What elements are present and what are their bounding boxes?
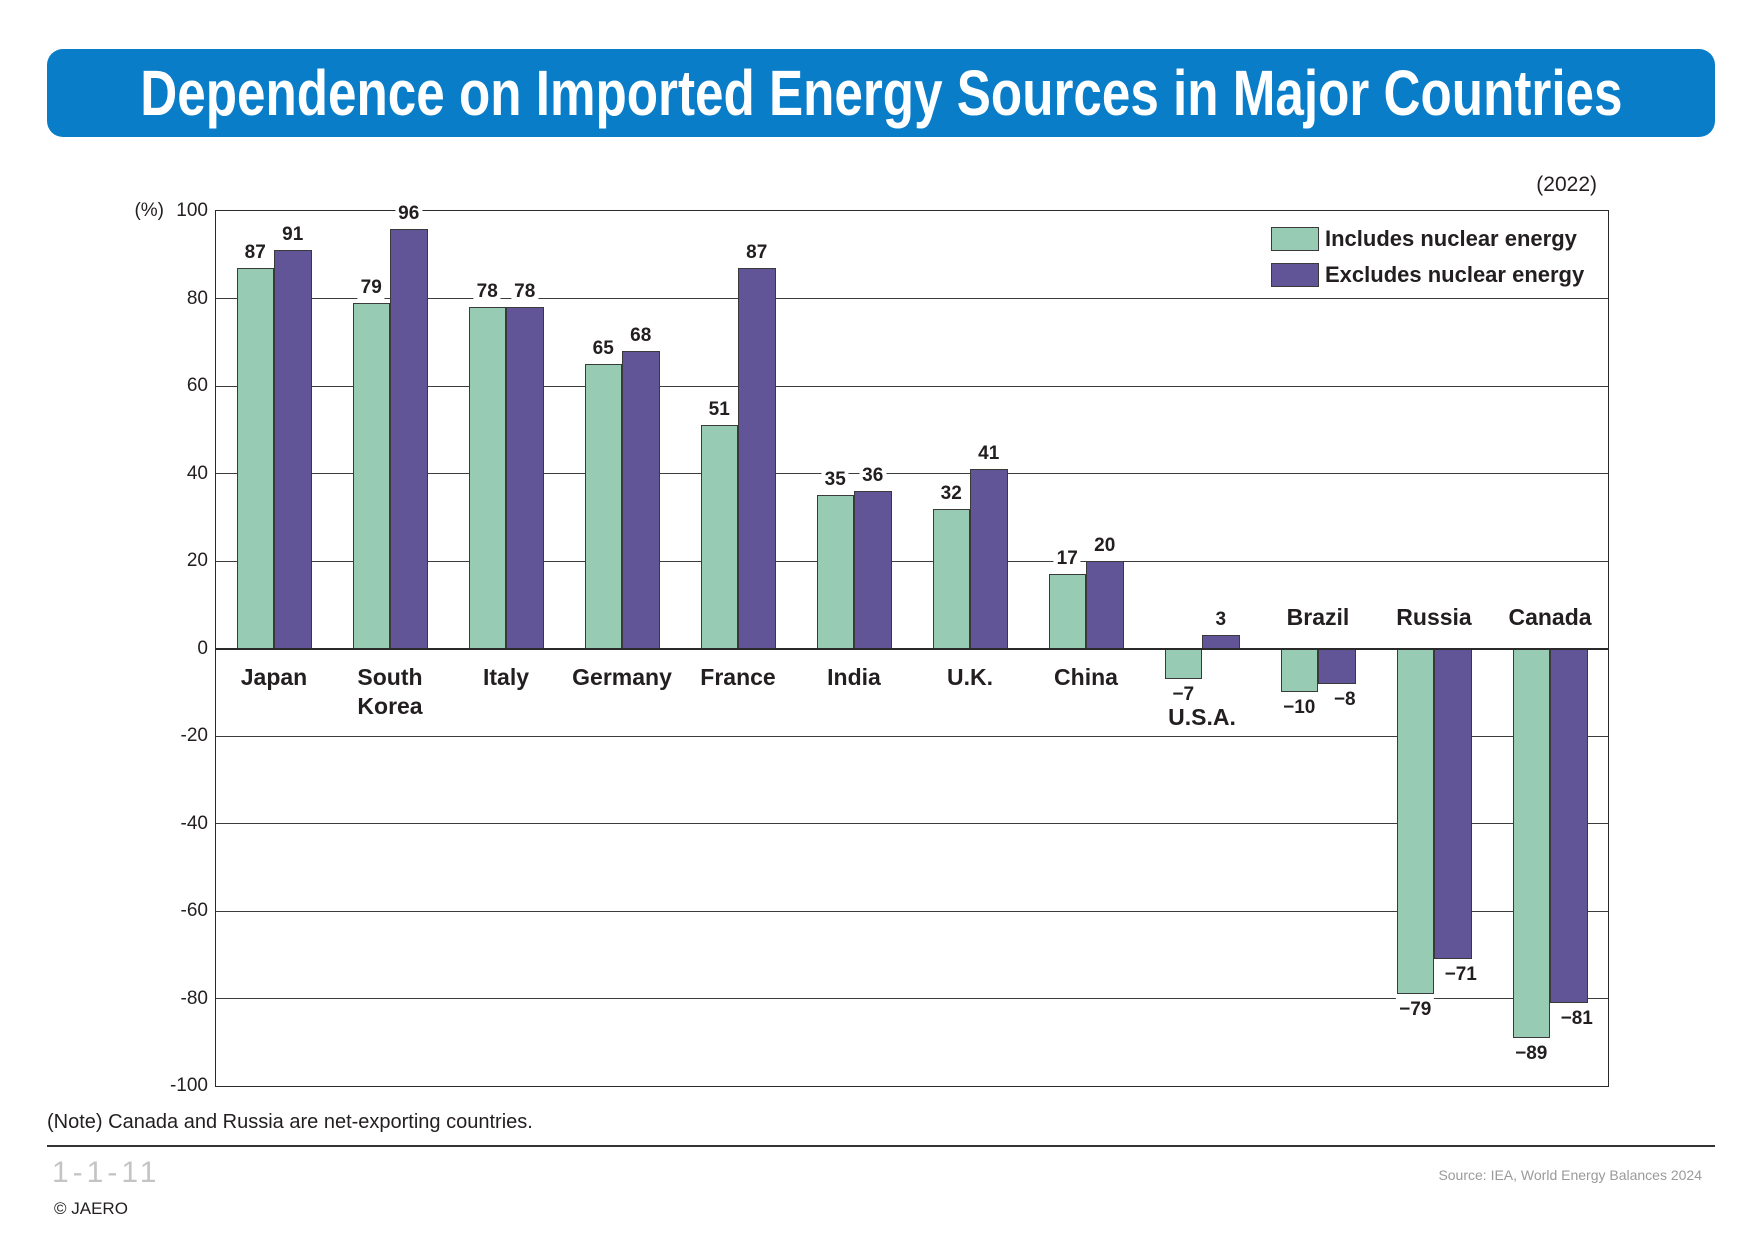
y-tick-label: 0 — [197, 637, 208, 659]
legend-item-excludes-nuclear: Excludes nuclear energy — [1271, 257, 1584, 293]
footnote: (Note) Canada and Russia are net-exporti… — [47, 1111, 533, 1133]
category-label-canada: Canada — [1508, 603, 1592, 630]
y-tick-label: -60 — [180, 900, 208, 921]
plot-frame — [215, 210, 1609, 1087]
category-label-south-korea: South Korea — [357, 664, 423, 719]
value-label-india-includes-nuclear-energy: 35 — [821, 467, 849, 494]
value-label-russia-includes-nuclear-energy: −79 — [1396, 997, 1435, 1024]
category-label-china: China — [1054, 664, 1118, 690]
bar-u-k-includes-nuclear-energy — [932, 508, 970, 649]
category-label-japan: Japan — [240, 664, 308, 690]
category-label-u-s-a: U.S.A. — [1168, 704, 1236, 731]
gridline — [216, 998, 1608, 999]
bar-brazil-excludes-nuclear-energy — [1318, 648, 1356, 684]
bar-u-s-a-includes-nuclear-energy — [1164, 648, 1202, 680]
category-label-italy: Italy — [482, 664, 530, 690]
bar-south-korea-includes-nuclear-energy — [352, 302, 390, 649]
value-label-germany-includes-nuclear-energy: 65 — [589, 336, 617, 363]
footer-divider — [47, 1145, 1715, 1147]
y-tick-label: -100 — [169, 1075, 208, 1096]
value-label-south-korea-includes-nuclear-energy: 79 — [357, 274, 385, 301]
value-label-italy-includes-nuclear-energy: 78 — [473, 279, 501, 306]
y-tick-label: 100 — [176, 200, 208, 221]
bar-italy-excludes-nuclear-energy — [506, 307, 544, 649]
bar-france-excludes-nuclear-energy — [738, 267, 776, 649]
value-label-germany-excludes-nuclear-energy: 68 — [627, 323, 655, 349]
bar-japan-excludes-nuclear-energy — [274, 250, 312, 649]
bar-japan-includes-nuclear-energy — [236, 267, 274, 649]
value-label-italy-excludes-nuclear-energy: 78 — [511, 279, 539, 306]
category-label-india: India — [827, 664, 881, 690]
value-label-japan-excludes-nuclear-energy: 91 — [279, 222, 307, 249]
y-tick-label: 20 — [186, 550, 208, 571]
bar-germany-includes-nuclear-energy — [584, 364, 622, 649]
gridline — [216, 473, 1608, 474]
gridline — [216, 910, 1608, 912]
bar-italy-includes-nuclear-energy — [468, 307, 506, 649]
y-axis-unit: (%) — [134, 200, 164, 221]
category-label-germany: Germany — [572, 664, 672, 690]
chart-title: Dependence on Imported Energy Sources in… — [139, 57, 1623, 129]
gridline — [216, 560, 1608, 562]
bar-china-excludes-nuclear-energy — [1086, 561, 1124, 649]
bar-south-korea-excludes-nuclear-energy — [390, 228, 428, 649]
gridline — [216, 385, 1608, 387]
value-label-canada-excludes-nuclear-energy: −81 — [1557, 1005, 1596, 1032]
legend: Includes nuclear energy Excludes nuclear… — [1271, 221, 1585, 293]
bar-india-excludes-nuclear-energy — [854, 491, 892, 649]
value-label-china-excludes-nuclear-energy: 20 — [1091, 533, 1119, 559]
value-label-u-s-a-includes-nuclear-energy: −7 — [1169, 682, 1198, 709]
value-label-u-s-a-excludes-nuclear-energy: 3 — [1212, 607, 1230, 634]
bar-canada-excludes-nuclear-energy — [1550, 648, 1588, 1003]
bar-france-includes-nuclear-energy — [700, 425, 738, 649]
y-tick-label: -20 — [180, 725, 208, 746]
legend-swatch-excludes-nuclear — [1271, 263, 1319, 287]
y-tick-label: -80 — [180, 987, 208, 1009]
gridline — [216, 298, 1608, 299]
bar-russia-excludes-nuclear-energy — [1434, 648, 1472, 960]
gridline — [216, 735, 1608, 737]
value-label-south-korea-excludes-nuclear-energy: 96 — [395, 200, 423, 227]
category-label-u-k: U.K. — [947, 664, 993, 690]
bar-brazil-includes-nuclear-energy — [1280, 648, 1318, 693]
bar-germany-excludes-nuclear-energy — [622, 351, 660, 649]
value-label-india-excludes-nuclear-energy: 36 — [859, 463, 887, 489]
copyright: © JAERO — [54, 1199, 128, 1218]
value-label-china-includes-nuclear-energy: 17 — [1053, 546, 1081, 573]
bar-u-k-excludes-nuclear-energy — [970, 469, 1008, 649]
year-label: (2022) — [1536, 173, 1597, 196]
legend-label-includes-nuclear: Includes nuclear energy — [1325, 226, 1577, 251]
value-label-japan-includes-nuclear-energy: 87 — [241, 239, 269, 266]
bar-china-includes-nuclear-energy — [1048, 574, 1086, 649]
figure-number: 1-1-11 — [52, 1156, 161, 1189]
y-tick-label: 60 — [186, 375, 208, 396]
legend-swatch-includes-nuclear — [1271, 227, 1319, 251]
category-label-russia: Russia — [1396, 603, 1472, 630]
source-credit: Source: IEA, World Energy Balances 2024 — [1438, 1167, 1702, 1183]
value-label-u-k-excludes-nuclear-energy: 41 — [975, 441, 1003, 468]
value-label-u-k-includes-nuclear-energy: 32 — [937, 480, 965, 507]
y-tick-label: 40 — [186, 462, 208, 484]
value-label-russia-excludes-nuclear-energy: −71 — [1441, 962, 1480, 989]
zero-line — [216, 647, 1608, 650]
category-label-brazil: Brazil — [1286, 603, 1350, 630]
bar-india-includes-nuclear-energy — [816, 495, 854, 649]
value-label-brazil-includes-nuclear-energy: −10 — [1280, 695, 1319, 722]
title-banner: Dependence on Imported Energy Sources in… — [47, 49, 1715, 137]
value-label-canada-includes-nuclear-energy: −89 — [1512, 1040, 1551, 1067]
legend-label-excludes-nuclear: Excludes nuclear energy — [1325, 262, 1585, 287]
value-label-brazil-excludes-nuclear-energy: −8 — [1330, 686, 1359, 713]
bar-russia-includes-nuclear-energy — [1396, 648, 1434, 995]
bar-canada-includes-nuclear-energy — [1512, 648, 1550, 1038]
value-label-france-includes-nuclear-energy: 51 — [705, 397, 733, 424]
gridline — [216, 823, 1608, 824]
legend-item-includes-nuclear: Includes nuclear energy — [1271, 221, 1584, 257]
category-label-france: France — [700, 664, 776, 690]
y-tick-label: 80 — [186, 287, 208, 309]
plot-area: (%) (2022) Includes nuclear energy Exclu… — [134, 173, 1609, 1096]
value-label-france-excludes-nuclear-energy: 87 — [743, 239, 771, 266]
y-tick-label: -40 — [180, 812, 208, 834]
